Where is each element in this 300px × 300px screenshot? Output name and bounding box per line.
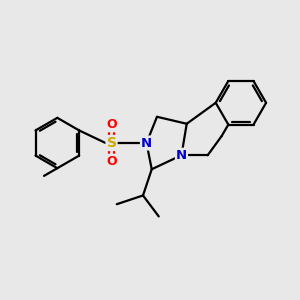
Text: O: O [106, 155, 117, 168]
Text: N: N [176, 149, 187, 162]
Text: O: O [106, 118, 117, 131]
Text: N: N [141, 136, 152, 149]
Text: S: S [106, 136, 116, 150]
